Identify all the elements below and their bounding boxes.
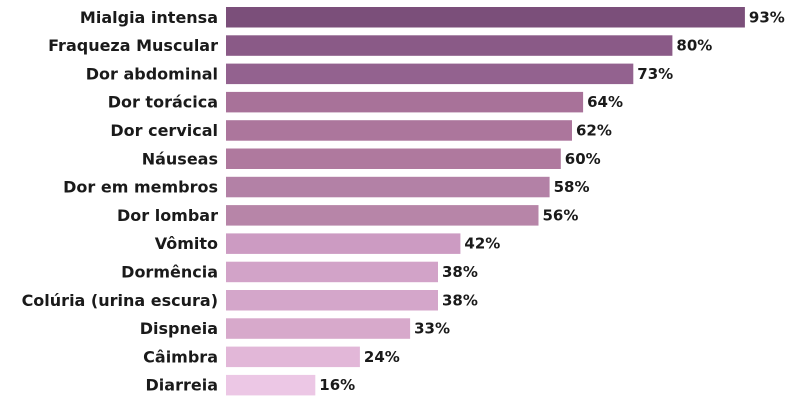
category-label-10: Colúria (urina escura) [22,291,218,310]
bar-11 [226,318,411,339]
bar-3 [226,91,584,113]
value-label-6: 58% [554,178,590,196]
bar-8 [226,233,461,254]
bar-7 [226,205,539,226]
bar-12 [226,346,360,368]
bar-0 [226,7,745,28]
value-label-4: 62% [576,121,612,139]
value-label-5: 60% [565,150,601,168]
bar-13 [226,374,316,396]
category-label-12: Câimbra [143,347,218,366]
value-label-12: 24% [364,348,400,366]
category-label-5: Náuseas [142,149,218,168]
category-label-3: Dor torácica [108,93,218,112]
bar-10 [226,290,438,311]
category-label-11: Dispneia [140,319,218,338]
bar-4 [226,120,572,141]
category-label-2: Dor abdominal [86,64,218,83]
category-label-7: Dor lombar [117,206,218,225]
value-label-11: 33% [414,320,450,338]
value-label-7: 56% [543,206,579,224]
category-label-1: Fraqueza Muscular [48,36,218,55]
value-label-1: 80% [676,37,712,55]
value-label-13: 16% [319,376,355,394]
value-label-10: 38% [442,291,478,309]
value-labels-group: 93% 80%73% 64% 62% 60% 58% 56% 42% 38% 38% 33% 24% 1… [319,8,785,394]
category-label-9: Dormência [121,263,218,282]
bar-1 [226,35,673,56]
bar-2 [226,63,634,85]
value-label-8: 42% [464,235,500,253]
category-label-0: Mialgia intensa [80,8,218,27]
category-label-6: Dor em membros [63,178,218,197]
value-label-2: 73% [637,65,673,83]
bar-6 [226,176,550,198]
bars-group [226,7,745,396]
category-label-13: Diarreia [146,376,218,395]
category-label-4: Dor cervical [110,121,218,140]
category-labels-group: Mialgia intensa Fraqueza Muscular Dor abdo… [22,8,219,395]
value-label-3: 64% [587,93,623,111]
category-label-8: Vômito [155,234,218,253]
bar-5 [226,148,561,169]
value-label-0: 93% [749,8,785,26]
bar-9 [226,261,438,283]
value-label-9: 38% [442,263,478,281]
